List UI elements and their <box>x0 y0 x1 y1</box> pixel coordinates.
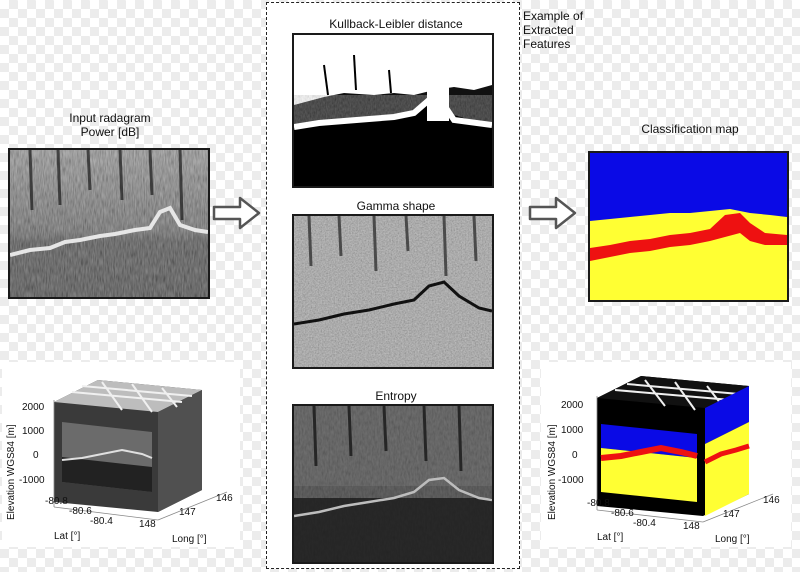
kl-distance-image <box>292 33 494 188</box>
long-tick-3: 146 <box>763 495 780 506</box>
note-line2: Extracted <box>523 23 574 37</box>
input-radargram-title-line1: Input radagram <box>69 111 151 125</box>
y-tick-1000: 1000 <box>22 426 45 437</box>
y-tick-1000: 1000 <box>561 425 584 436</box>
3d-volume-gray <box>54 380 202 512</box>
note-line3: Features <box>523 37 571 51</box>
classification-map-image <box>588 151 789 302</box>
extracted-features-note: Example of Extracted Features <box>523 9 593 51</box>
long-tick-2: 147 <box>723 509 740 520</box>
gamma-shape-image <box>292 214 494 369</box>
input-radargram-title: Input radagram Power [dB] <box>40 111 180 139</box>
long-tick-3: 146 <box>216 493 233 504</box>
y-axis-label: Elevation WGS84 [m] <box>547 424 558 520</box>
input-radargram-image <box>8 148 210 299</box>
y-tick-2000: 2000 <box>22 402 45 413</box>
long-tick-1: 148 <box>139 519 156 530</box>
note-line1: Example of <box>523 9 584 23</box>
input-radargram-title-line2: Power [dB] <box>80 125 140 139</box>
kl-distance-title: Kullback-Leibler distance <box>329 17 463 31</box>
lat-tick-2: -80.6 <box>611 508 634 519</box>
long-tick-2: 147 <box>179 507 196 518</box>
input-3d-volume-plot: Elevation WGS84 [m] 2000 1000 0 -1000 -8… <box>2 362 240 547</box>
lat-tick-3: -80.4 <box>633 518 656 529</box>
entropy-title: Entropy <box>375 389 417 403</box>
y-axis-label: Elevation WGS84 [m] <box>6 424 17 520</box>
classified-3d-volume-plot: Elevation WGS84 [m] 2000 1000 0 -1000 -8… <box>541 362 791 547</box>
long-axis-label: Long [°] <box>172 534 207 545</box>
lat-tick-2: -80.6 <box>69 506 92 517</box>
hollow-right-arrow-icon <box>528 195 578 231</box>
lat-tick-1: -80.8 <box>587 498 610 509</box>
y-tick-2000: 2000 <box>561 400 584 411</box>
3d-volume-classified <box>597 376 750 516</box>
hollow-right-arrow-icon <box>212 195 262 231</box>
long-axis-label: Long [°] <box>715 534 750 545</box>
long-tick-1: 148 <box>683 521 700 532</box>
y-tick-0: 0 <box>572 450 578 461</box>
lat-tick-3: -80.4 <box>90 516 113 527</box>
lat-axis-label: Lat [°] <box>54 531 80 542</box>
classification-map-title: Classification map <box>641 122 739 136</box>
lat-axis-label: Lat [°] <box>597 532 623 543</box>
y-tick-0: 0 <box>33 450 39 461</box>
entropy-image <box>292 404 494 564</box>
lat-tick-1: -80.8 <box>45 496 68 507</box>
y-tick-neg1000: -1000 <box>19 475 45 486</box>
gamma-shape-title: Gamma shape <box>356 199 436 213</box>
y-tick-neg1000: -1000 <box>558 475 584 486</box>
